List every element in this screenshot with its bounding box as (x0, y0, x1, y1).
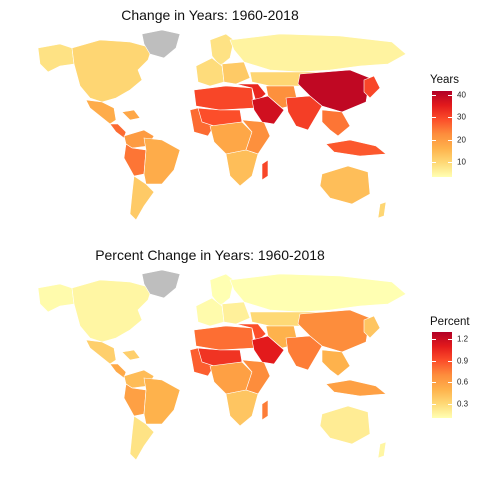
region-indonesia (325, 379, 387, 397)
region-japan-korea (363, 315, 381, 339)
region-peru-bolivia (123, 383, 147, 417)
region-central-america (109, 123, 127, 139)
region-brazil (143, 377, 181, 425)
legend-tick-mark (432, 95, 436, 97)
region-madagascar (261, 159, 269, 181)
region-alaska (37, 43, 75, 73)
legend-tick-mark (432, 117, 436, 119)
legend-title: Percent (430, 316, 470, 328)
region-central-america (109, 363, 127, 379)
legend-tick-mark (448, 360, 452, 362)
legend-tick-mark (448, 95, 452, 97)
region-southern-africa (225, 149, 259, 187)
map-panel-percent: Percent Change in Years: 1960-2018 Perce… (0, 240, 480, 480)
map-panel-years: Change in Years: 1960-2018 Years 10 20 30 4… (37, 7, 466, 221)
legend-tick-mark (432, 139, 436, 141)
legend-tick-label: 20 (457, 135, 466, 144)
region-australia (319, 405, 371, 445)
region-mexico (85, 99, 117, 125)
region-madagascar (261, 399, 269, 421)
legend-tick-label: 30 (457, 112, 466, 122)
region-greenland (141, 29, 181, 59)
legend-tick-mark (432, 161, 436, 163)
region-scandinavia (209, 273, 235, 307)
legend-tick-mark (448, 117, 452, 119)
region-indonesia (325, 139, 387, 157)
region-russia (229, 273, 407, 313)
legend-tick-label: 40 (457, 90, 466, 100)
region-peru-bolivia (123, 143, 147, 177)
region-north-africa (193, 85, 255, 111)
legend-tick-mark (448, 382, 452, 384)
region-alaska (37, 283, 75, 313)
legend-tick-mark (432, 382, 436, 384)
legend-tick-label: 1.2 (457, 334, 469, 344)
legend-tick-mark (432, 403, 436, 405)
legend-tick-mark (448, 139, 452, 141)
region-southern-africa (225, 389, 259, 427)
world-map-percent (37, 269, 407, 461)
legend-tick-mark (448, 161, 452, 163)
region-southeast-asia (321, 109, 351, 137)
region-australia (319, 165, 371, 205)
region-north-america (71, 279, 153, 343)
region-caribbean (121, 349, 141, 361)
legend-tick-mark (448, 403, 452, 405)
legend-title: Years (430, 74, 459, 86)
region-central-africa (209, 121, 253, 155)
legend-tick-mark (432, 360, 436, 362)
region-scandinavia (209, 33, 235, 67)
region-eastern-europe (221, 61, 251, 85)
region-north-america (71, 39, 153, 103)
region-caribbean (121, 109, 141, 121)
legend-tick-mark (432, 339, 436, 341)
region-brazil (143, 137, 181, 185)
legend-tick-label: 10 (457, 157, 466, 167)
legend-color-bar (432, 91, 452, 177)
region-southeast-asia (321, 349, 351, 377)
map-title: Change in Years: 1960-2018 (121, 7, 299, 23)
region-mexico (85, 339, 117, 365)
legend-years: Years 10 20 30 40 (430, 74, 466, 177)
region-new-zealand (377, 441, 387, 459)
region-greenland (141, 269, 181, 299)
legend-percent: Percent 0.3 0.6 0.9 1.2 (430, 316, 470, 418)
region-southern-cone (129, 415, 155, 461)
region-new-zealand (377, 201, 387, 219)
region-russia (229, 33, 407, 73)
region-japan-korea (363, 75, 381, 99)
world-map-years (37, 29, 407, 221)
legend-tick-mark (448, 339, 452, 341)
legend-tick-label: 0.6 (457, 377, 469, 387)
legend-tick-label: 0.9 (457, 356, 469, 366)
region-eastern-europe (221, 301, 251, 325)
map-title: Percent Change in Years: 1960-2018 (95, 247, 325, 263)
region-central-africa (209, 361, 253, 395)
region-north-africa (193, 325, 255, 351)
region-southern-cone (129, 175, 155, 221)
legend-color-bar (432, 332, 452, 418)
legend-tick-label: 0.3 (457, 399, 469, 409)
